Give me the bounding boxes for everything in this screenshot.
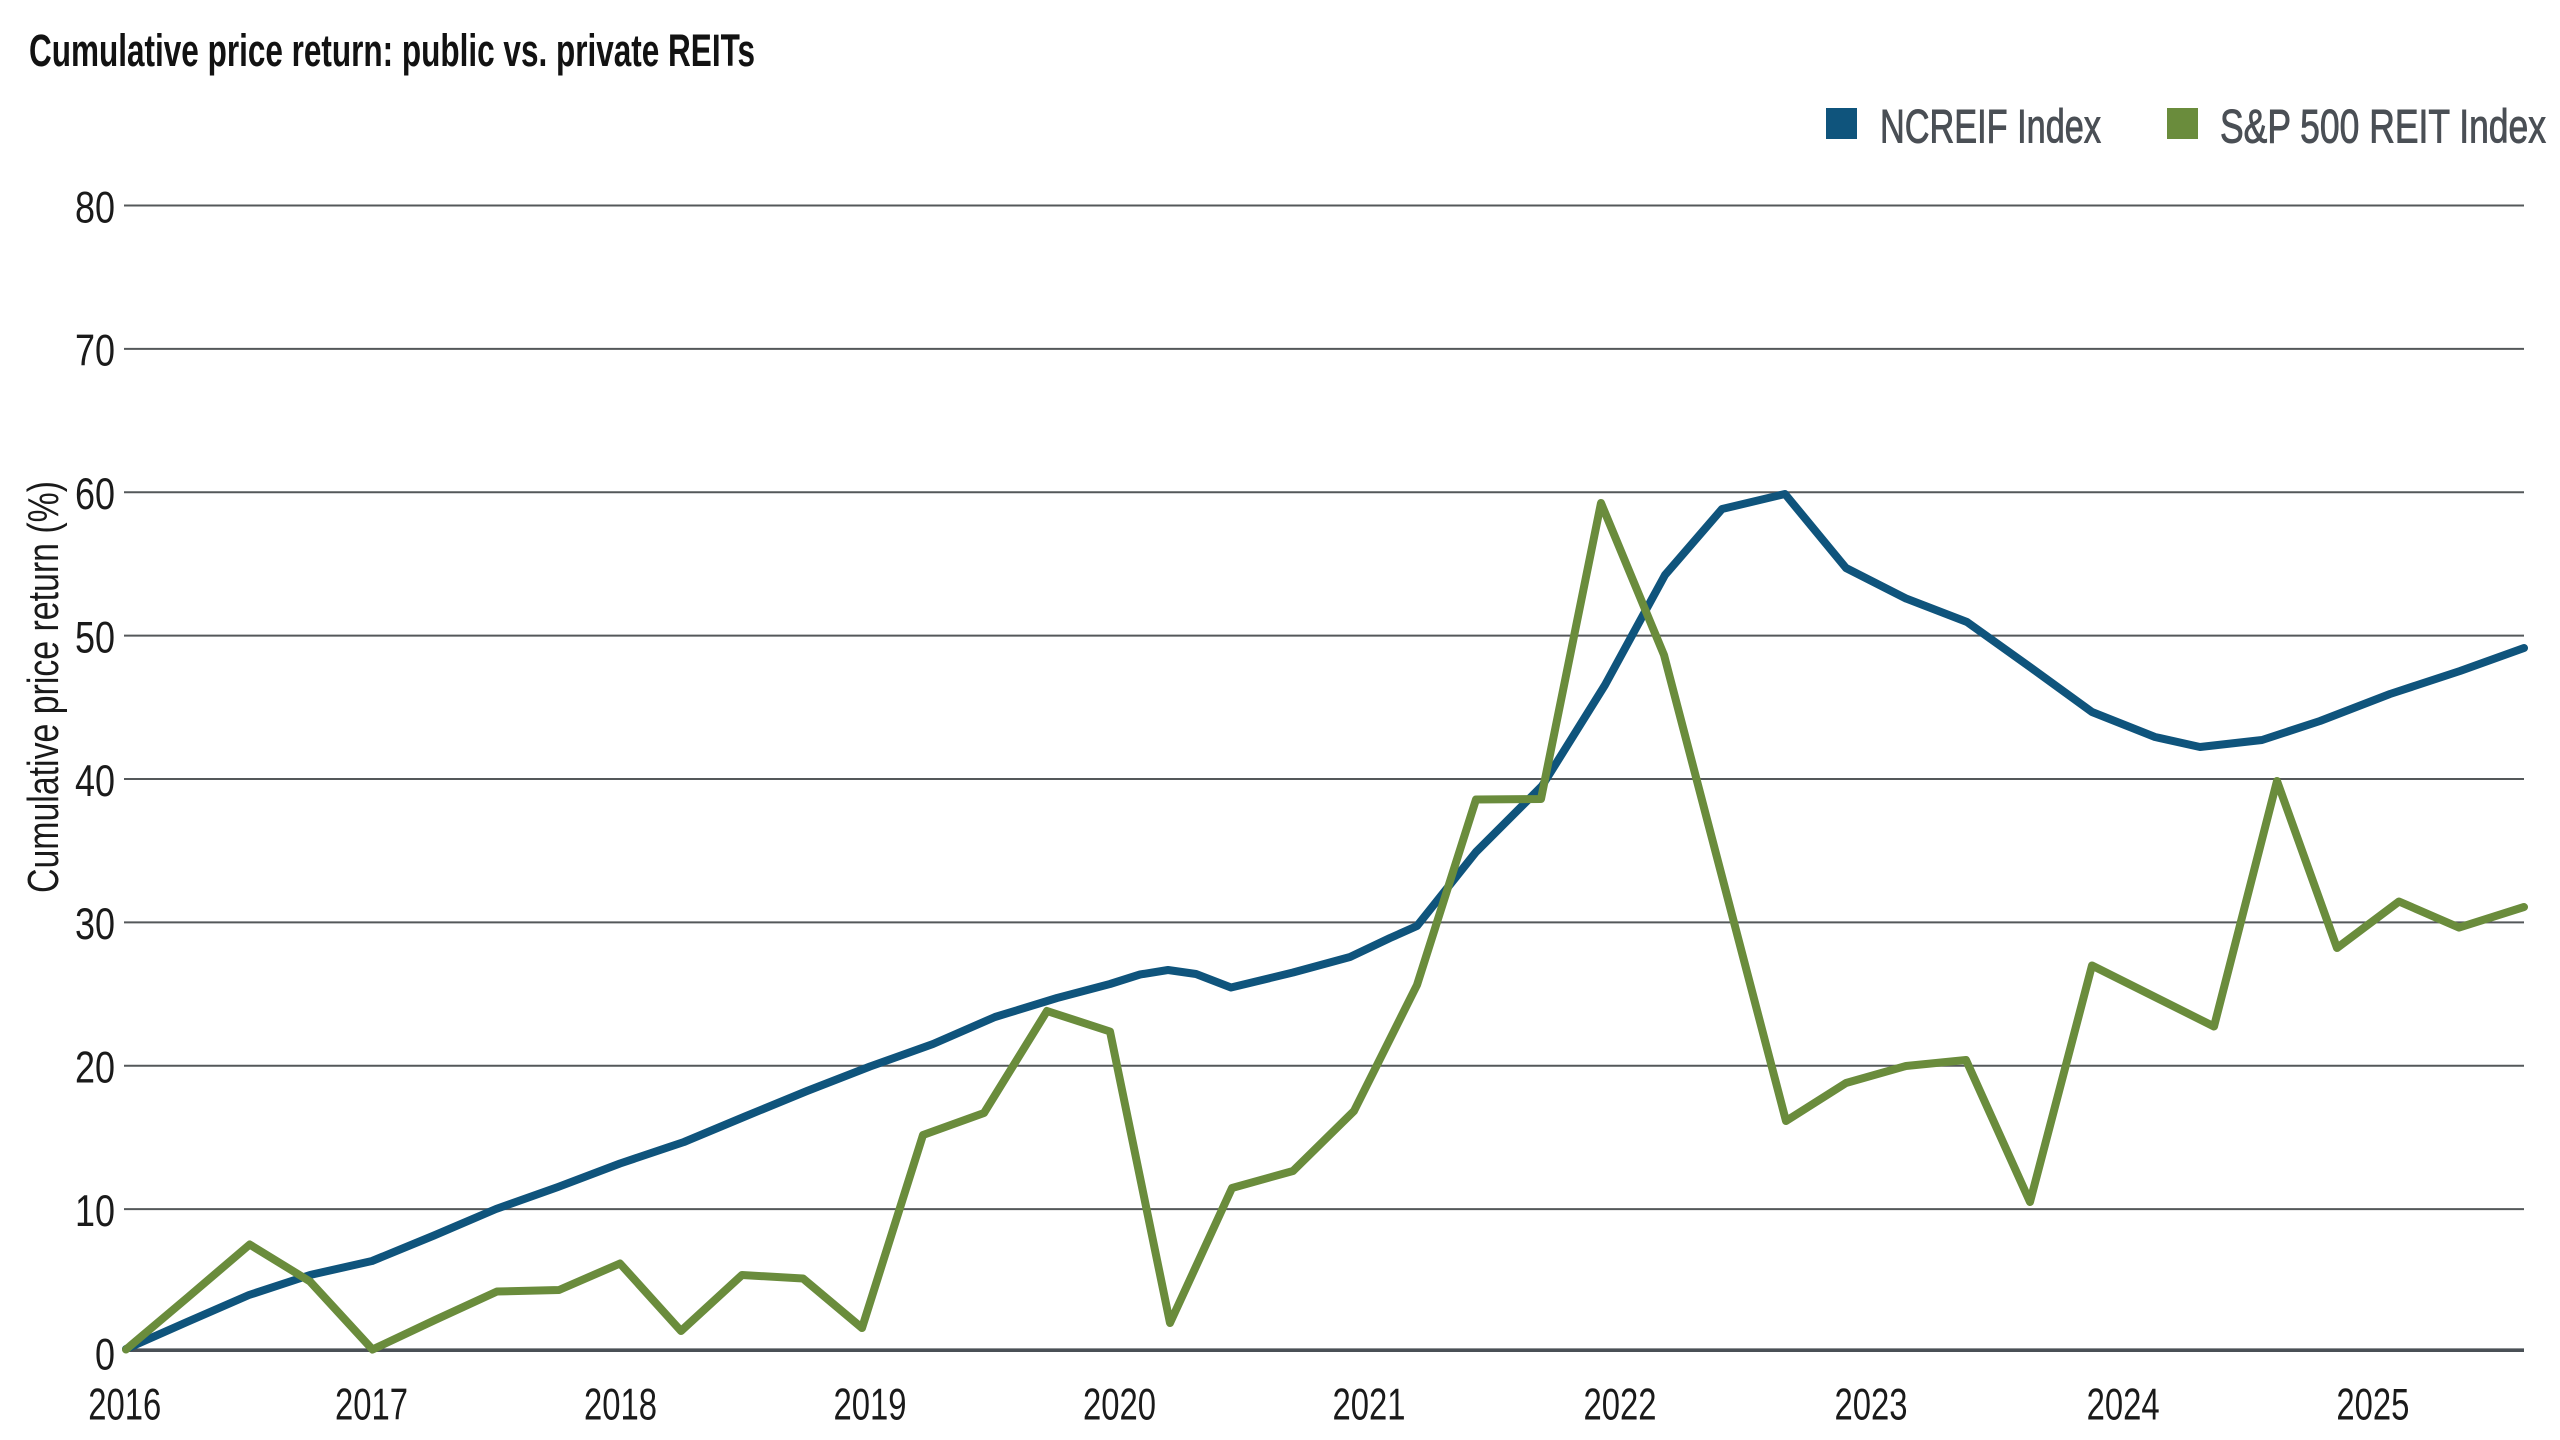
svg-text:Cumulative price return: publi: Cumulative price return: public vs. priv… — [29, 25, 755, 76]
svg-text:30: 30 — [75, 900, 115, 949]
svg-text:2022: 2022 — [1584, 1381, 1657, 1430]
svg-text:2017: 2017 — [335, 1381, 408, 1430]
svg-text:70: 70 — [75, 327, 115, 376]
svg-text:S&P 500 REIT Index: S&P 500 REIT Index — [2220, 100, 2546, 153]
svg-text:2025: 2025 — [2336, 1381, 2409, 1430]
svg-text:NCREIF Index: NCREIF Index — [1880, 100, 2101, 153]
svg-text:60: 60 — [75, 470, 115, 519]
svg-text:40: 40 — [75, 757, 115, 806]
svg-text:2016: 2016 — [88, 1381, 161, 1430]
svg-text:80: 80 — [75, 183, 115, 232]
svg-text:20: 20 — [75, 1044, 115, 1093]
svg-text:2021: 2021 — [1333, 1381, 1406, 1430]
svg-text:50: 50 — [75, 613, 115, 662]
svg-text:2024: 2024 — [2087, 1381, 2160, 1430]
svg-text:2023: 2023 — [1835, 1381, 1908, 1430]
svg-text:10: 10 — [75, 1187, 115, 1236]
svg-text:0: 0 — [95, 1330, 115, 1379]
svg-text:Cumulative price return (%): Cumulative price return (%) — [19, 481, 68, 893]
svg-text:2018: 2018 — [584, 1381, 657, 1430]
svg-text:2019: 2019 — [834, 1381, 907, 1430]
svg-text:2020: 2020 — [1083, 1381, 1156, 1430]
